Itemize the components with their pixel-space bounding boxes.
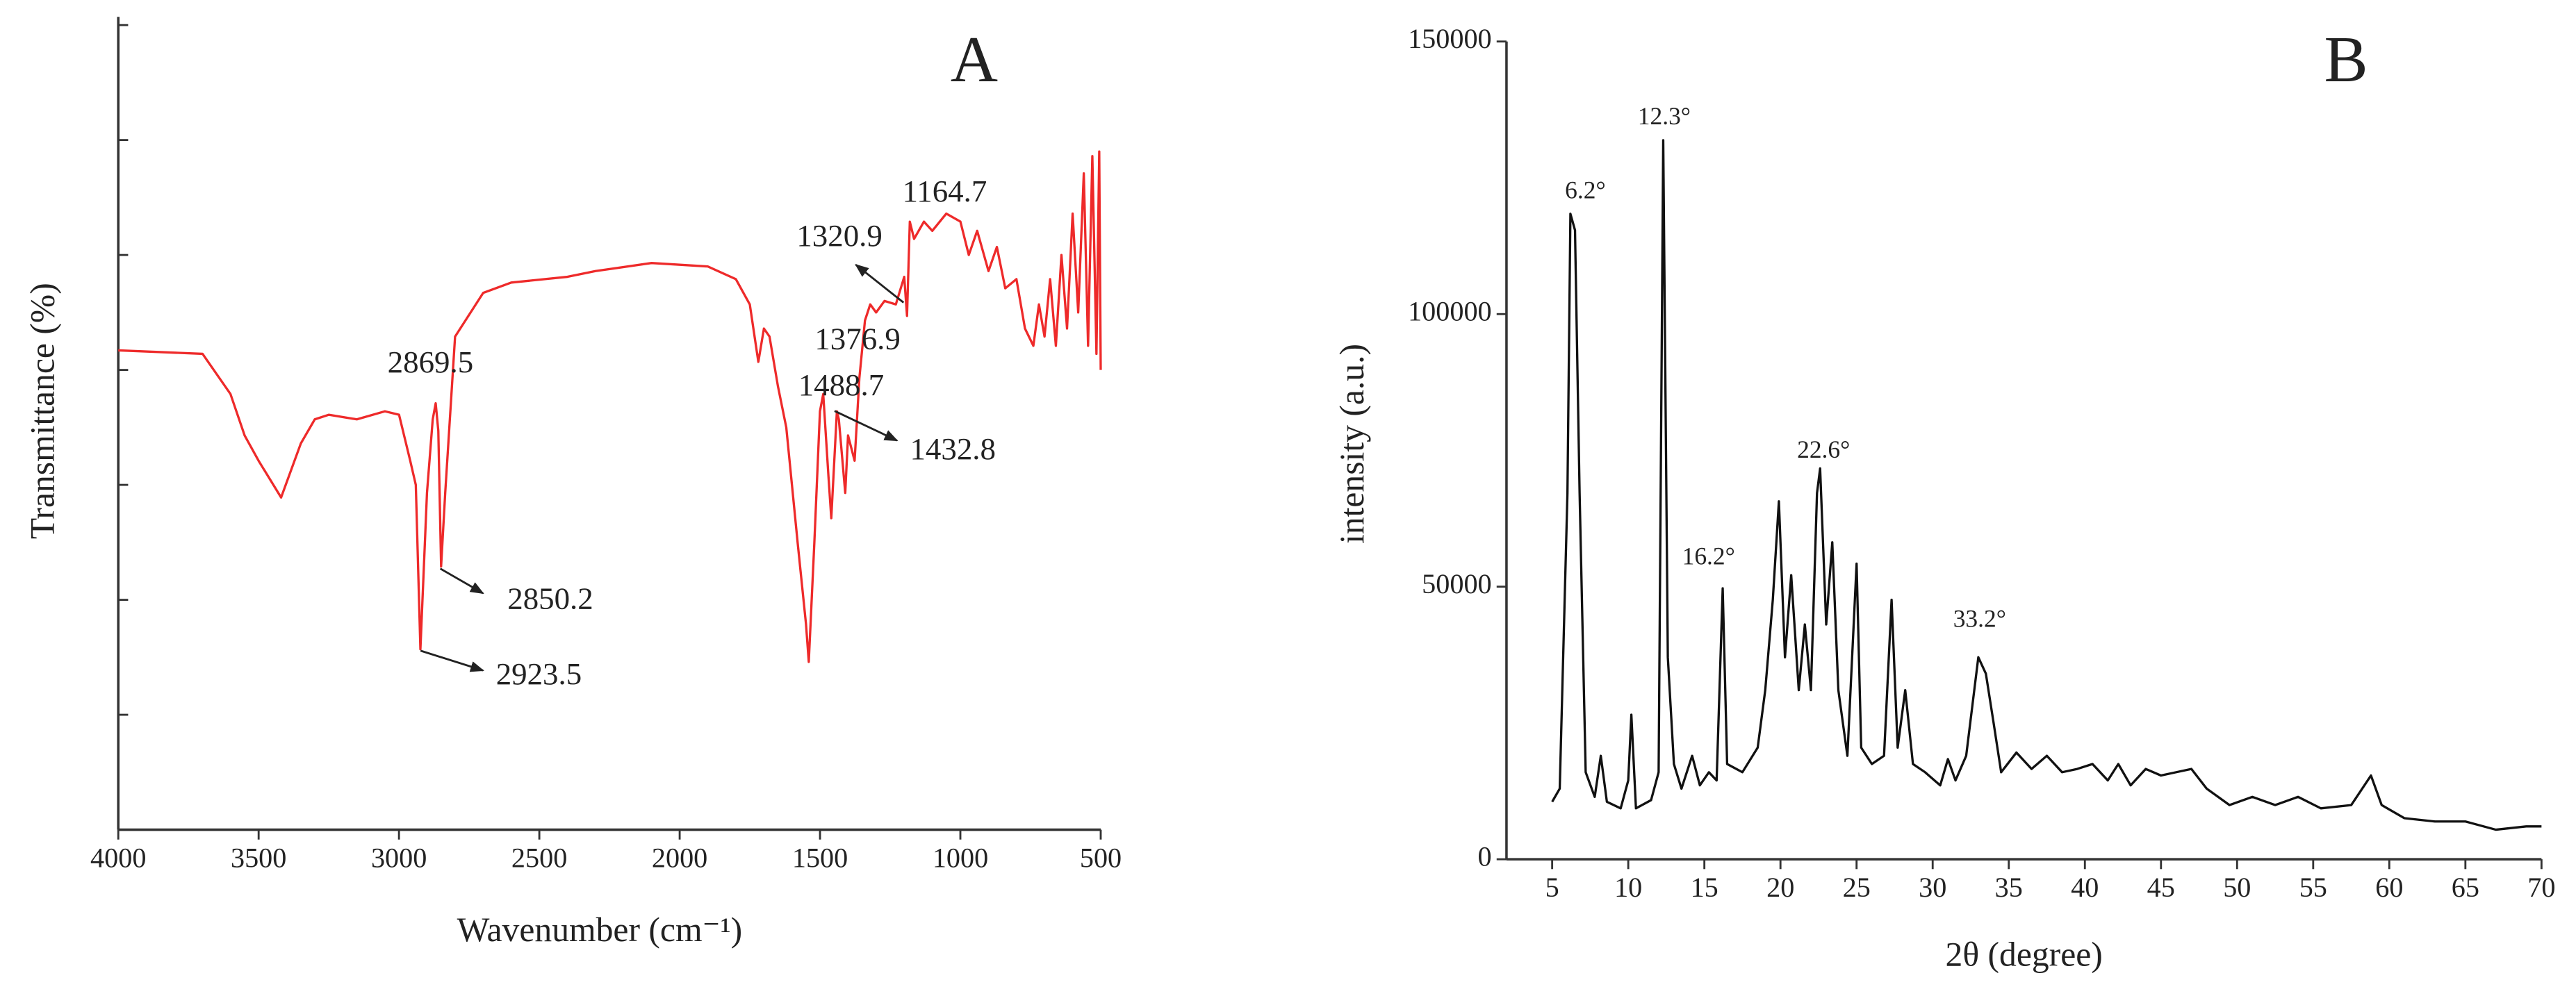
annotation-arrow <box>855 264 905 304</box>
y-tick-label: 150000 <box>1408 23 1492 54</box>
x-tick-label: 4000 <box>90 843 146 874</box>
x-axis-label: 2θ (degree) <box>1946 935 2103 973</box>
x-tick-label: 65 <box>2452 872 2479 903</box>
x-tick-label: 35 <box>1995 872 2023 903</box>
x-axis-label: Wavenumber (cm⁻¹) <box>457 911 742 949</box>
annotation: 1320.9 <box>796 218 883 253</box>
annotation: 6.2° <box>1565 176 1606 204</box>
annotation: 1432.8 <box>910 431 996 466</box>
annotation: 16.2° <box>1682 542 1735 570</box>
y-tick-label: 0 <box>1478 840 1492 872</box>
annotation: 2923.5 <box>496 656 582 691</box>
x-tick-label: 3000 <box>371 843 427 874</box>
x-tick-label: 15 <box>1691 872 1718 903</box>
x-tick-label: 40 <box>2071 872 2099 903</box>
x-tick-label: 50 <box>2223 872 2251 903</box>
x-tick-label: 20 <box>1766 872 1794 903</box>
x-tick-label: 2500 <box>511 843 567 874</box>
annotation-arrow <box>439 567 484 595</box>
x-tick-label: 3500 <box>231 843 286 874</box>
x-tick-label: 2000 <box>652 843 707 874</box>
data-line <box>118 150 1102 663</box>
annotation: 12.3° <box>1638 102 1691 130</box>
x-tick-label: 70 <box>2527 872 2555 903</box>
x-tick-label: 1500 <box>792 843 848 874</box>
annotation: 33.2° <box>1953 604 2006 632</box>
annotation: 2850.2 <box>507 581 593 615</box>
panel-title: A <box>951 24 998 96</box>
panel-title: B <box>2324 24 2368 96</box>
annotation-arrow <box>420 649 484 672</box>
x-tick-label: 1000 <box>933 843 988 874</box>
x-tick-label: 60 <box>2375 872 2403 903</box>
y-axis-label: Transmittance (%) <box>24 283 62 539</box>
y-axis-label: intensity (a.u.) <box>1333 344 1371 544</box>
annotation: 1376.9 <box>814 322 900 356</box>
x-tick-label: 55 <box>2299 872 2327 903</box>
x-tick-label: 5 <box>1545 872 1559 903</box>
x-tick-label: 10 <box>1614 872 1642 903</box>
x-tick-label: 500 <box>1080 843 1122 874</box>
data-line <box>1551 139 2542 831</box>
annotation-arrow <box>834 410 899 442</box>
x-tick-label: 30 <box>1919 872 1946 903</box>
annotation: 1488.7 <box>798 367 885 402</box>
annotation: 22.6° <box>1797 435 1850 463</box>
annotation: 2869.5 <box>388 345 474 379</box>
y-tick-label: 100000 <box>1408 295 1492 326</box>
x-tick-label: 45 <box>2147 872 2175 903</box>
x-tick-label: 25 <box>1843 872 1871 903</box>
annotation: 1164.7 <box>902 174 987 208</box>
y-tick-label: 50000 <box>1422 568 1491 599</box>
